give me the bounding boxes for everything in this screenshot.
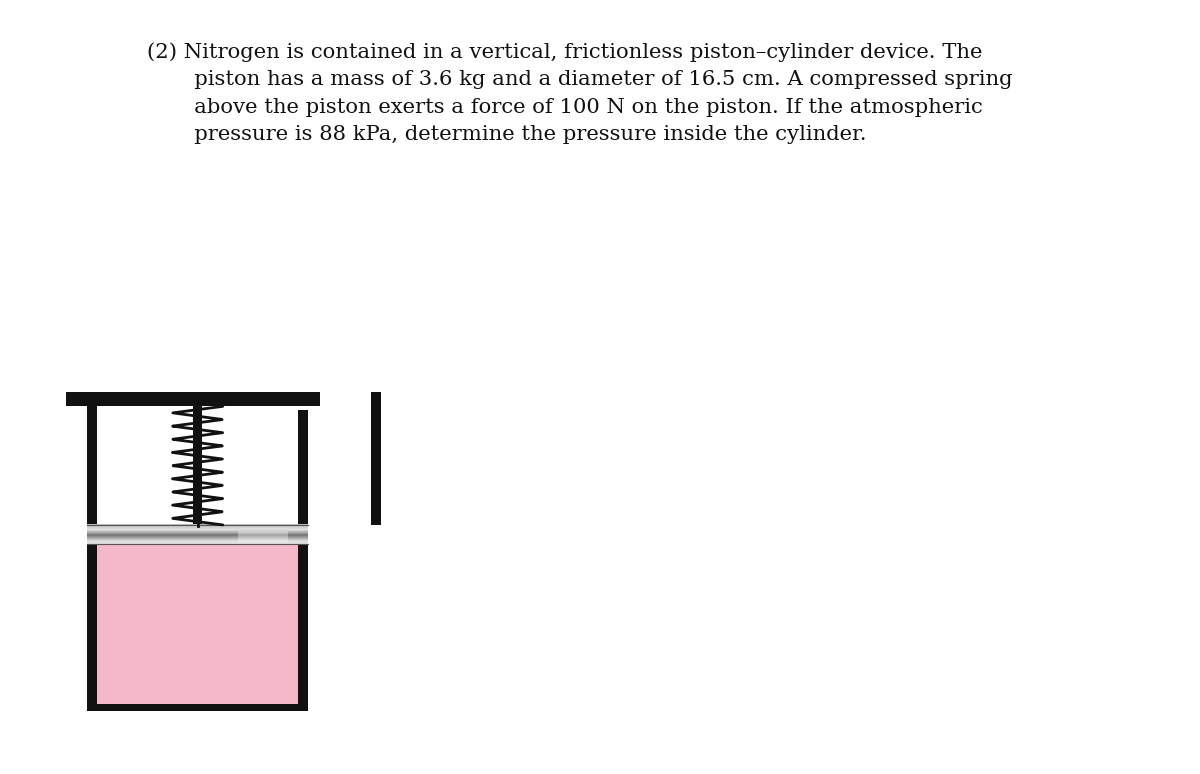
Bar bbox=[88, 539, 308, 540]
Bar bbox=[88, 534, 308, 535]
Bar bbox=[88, 530, 308, 532]
Bar bbox=[88, 536, 308, 538]
Bar bbox=[88, 526, 308, 527]
Bar bbox=[88, 533, 308, 534]
Bar bbox=[88, 535, 308, 536]
Bar bbox=[88, 542, 308, 543]
Bar bbox=[88, 531, 308, 532]
Bar bbox=[88, 540, 308, 542]
Bar bbox=[371, 392, 382, 525]
Bar bbox=[88, 406, 97, 525]
Bar bbox=[88, 527, 308, 529]
Bar bbox=[88, 529, 308, 530]
Bar bbox=[88, 539, 308, 541]
Bar bbox=[88, 536, 308, 537]
Bar bbox=[88, 541, 308, 542]
Bar bbox=[88, 537, 308, 538]
Bar bbox=[298, 410, 308, 711]
Bar bbox=[88, 410, 97, 711]
Bar bbox=[193, 406, 202, 525]
Bar bbox=[88, 537, 308, 539]
Bar bbox=[97, 544, 298, 704]
Bar bbox=[88, 535, 308, 536]
Bar bbox=[88, 540, 308, 541]
Bar bbox=[66, 392, 319, 406]
Bar bbox=[88, 532, 308, 533]
Bar bbox=[88, 525, 308, 526]
Bar bbox=[88, 526, 308, 528]
Bar bbox=[88, 538, 308, 539]
Bar bbox=[88, 543, 308, 544]
Bar bbox=[88, 704, 308, 711]
Bar bbox=[88, 536, 308, 537]
Bar bbox=[88, 534, 308, 536]
Bar bbox=[88, 528, 308, 529]
Bar bbox=[238, 531, 288, 542]
Bar bbox=[88, 528, 308, 529]
Bar bbox=[88, 525, 308, 526]
Bar bbox=[88, 533, 308, 535]
Bar bbox=[88, 526, 308, 527]
Text: (2) Nitrogen is contained in a vertical, frictionless piston–cylinder device. Th: (2) Nitrogen is contained in a vertical,… bbox=[146, 43, 1013, 144]
Bar bbox=[88, 530, 308, 531]
Bar bbox=[88, 541, 308, 543]
Bar bbox=[88, 531, 308, 533]
Bar bbox=[88, 524, 308, 526]
Bar bbox=[88, 529, 308, 531]
Bar bbox=[97, 410, 298, 525]
